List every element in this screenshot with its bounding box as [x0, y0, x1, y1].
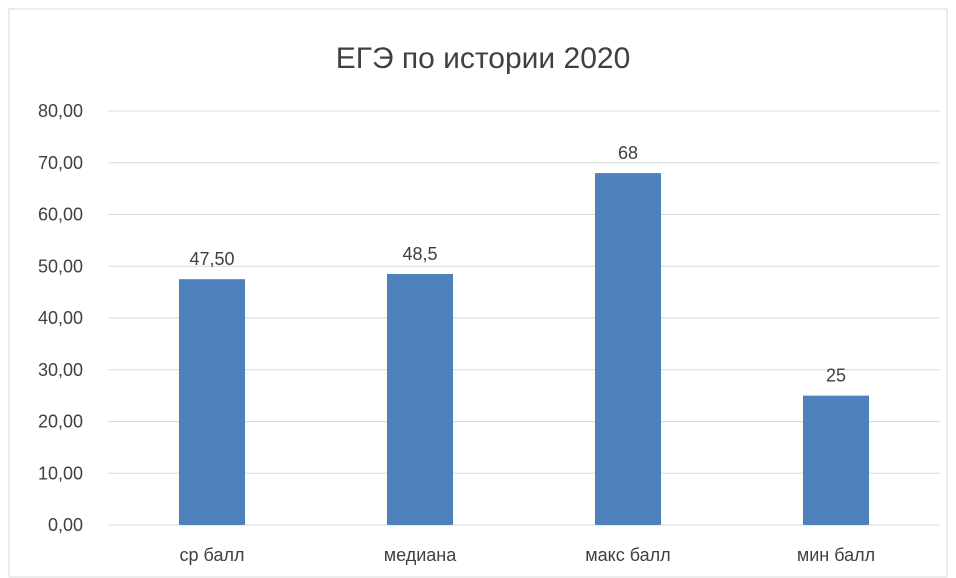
y-tick-label: 80,00	[38, 101, 83, 121]
bars	[179, 173, 869, 525]
category-label: макс балл	[585, 545, 670, 565]
y-tick-label: 40,00	[38, 308, 83, 328]
data-label: 25	[826, 366, 846, 386]
bar	[595, 173, 661, 525]
category-label: медиана	[384, 545, 457, 565]
y-tick-label: 10,00	[38, 463, 83, 483]
data-labels: 47,50 48,5 68 25	[189, 143, 846, 386]
data-label: 68	[618, 143, 638, 163]
chart-border	[8, 8, 948, 578]
chart-title: ЕГЭ по истории 2020	[336, 42, 631, 75]
bar	[387, 274, 453, 525]
y-tick-label: 20,00	[38, 412, 83, 432]
y-tick-label: 70,00	[38, 153, 83, 173]
y-tick-label: 0,00	[48, 515, 83, 535]
gridlines	[108, 110, 940, 526]
y-axis-tick-labels: 0,00 10,00 20,00 30,00 40,00 50,00 60,00 70,00 8…	[38, 101, 83, 535]
y-tick-label: 30,00	[38, 360, 83, 380]
y-tick-label: 60,00	[38, 205, 83, 225]
data-label: 47,50	[189, 249, 234, 269]
category-label: ср балл	[180, 545, 245, 565]
bar	[179, 279, 245, 525]
x-axis-category-labels: ср балл медиана макс балл мин балл	[180, 545, 876, 565]
category-label: мин балл	[797, 545, 875, 565]
bar	[803, 395, 869, 525]
y-tick-label: 50,00	[38, 256, 83, 276]
data-label: 48,5	[402, 244, 437, 264]
